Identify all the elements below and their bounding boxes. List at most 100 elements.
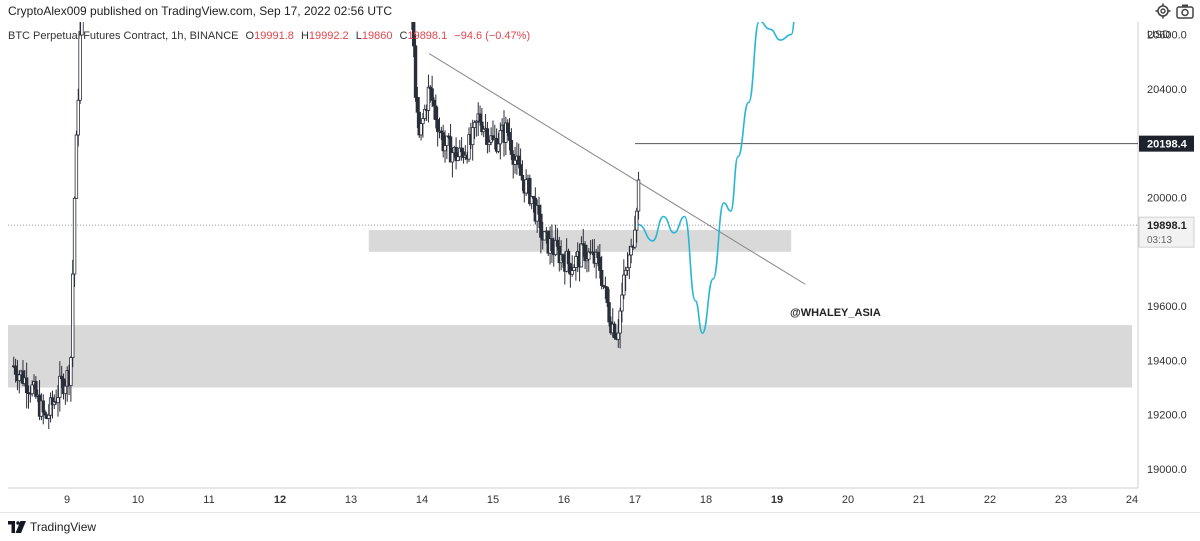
candle xyxy=(459,137,464,161)
level-badge-breakout-text: 20198.4 xyxy=(1147,139,1188,151)
price-change: −94.6 (−0.47%) xyxy=(454,30,531,42)
candle-body xyxy=(581,243,585,246)
candle xyxy=(513,146,517,174)
support-zone xyxy=(368,230,792,252)
candle xyxy=(480,107,484,136)
candle-body xyxy=(480,121,484,133)
candle-body xyxy=(539,213,543,238)
candle xyxy=(607,288,611,327)
candle-body xyxy=(478,113,482,123)
candle xyxy=(618,307,622,349)
candle xyxy=(59,365,64,388)
candle-body xyxy=(585,258,589,262)
candle xyxy=(635,207,639,243)
candle xyxy=(616,319,620,348)
time-tick-label: 22 xyxy=(984,494,996,506)
candle-body xyxy=(421,118,425,125)
candle xyxy=(504,116,508,156)
candle-body xyxy=(470,127,475,146)
level-badge-breakout-bg xyxy=(1139,135,1194,152)
candle xyxy=(620,282,624,323)
candle xyxy=(470,119,475,161)
candle xyxy=(43,409,47,419)
tradingview-brand[interactable]: TradingView xyxy=(30,520,97,534)
candle-body xyxy=(419,123,423,136)
candle xyxy=(509,128,514,161)
candle xyxy=(487,139,491,153)
candle-body xyxy=(505,122,510,133)
time-tick-label: 12 xyxy=(274,494,286,506)
candle-body xyxy=(568,263,573,275)
candle xyxy=(69,356,73,402)
candle xyxy=(24,362,29,409)
candle xyxy=(561,253,565,268)
candle-body xyxy=(74,134,79,199)
ohlc-close: C19898.1 xyxy=(399,30,448,42)
candle-body xyxy=(72,197,77,275)
tradingview-logo-icon[interactable] xyxy=(8,521,26,533)
candle xyxy=(566,248,571,274)
candle-body xyxy=(13,365,18,375)
candle-body xyxy=(603,285,608,288)
candle-body xyxy=(435,119,440,132)
candle-body xyxy=(48,397,53,416)
candle-body xyxy=(625,267,630,271)
candle-body xyxy=(574,256,578,268)
candle-body xyxy=(423,108,427,119)
ohlc-low: L19860 xyxy=(355,30,393,42)
candle-body xyxy=(537,205,541,215)
time-tick-label: 13 xyxy=(345,494,357,506)
candle xyxy=(448,123,453,163)
candle xyxy=(518,148,523,176)
candle-body xyxy=(413,45,418,98)
candle-body xyxy=(612,323,617,339)
candle xyxy=(445,135,449,160)
candle xyxy=(581,228,585,258)
candle xyxy=(612,321,617,340)
candle xyxy=(485,121,490,154)
candle xyxy=(63,379,68,405)
candle-body xyxy=(579,243,584,268)
gear-icon[interactable] xyxy=(1155,3,1171,19)
candle-body xyxy=(524,179,528,194)
candle xyxy=(456,152,460,162)
symbol-legend: BTC Perpetual Futures Contract, 1h, BINA… xyxy=(8,30,530,42)
candle-body xyxy=(511,154,515,165)
candle-body xyxy=(633,229,637,248)
candle xyxy=(423,104,427,122)
candle-body xyxy=(472,121,477,128)
time-tick-label: 19 xyxy=(771,494,783,506)
level-badge-breakout: 20198.4 xyxy=(1139,135,1194,152)
last-price-badge-bg xyxy=(1138,216,1195,248)
candle-body xyxy=(496,143,501,152)
candle-body xyxy=(426,86,431,111)
price-chart[interactable]: @WHALEY_ASIA USD22200.022000.021800.02160… xyxy=(0,0,1200,512)
candle xyxy=(72,196,77,287)
time-tick-label: 11 xyxy=(203,494,214,506)
candle xyxy=(415,86,420,129)
candle-body xyxy=(76,99,80,136)
candle xyxy=(71,259,75,368)
time-tick-label: 9 xyxy=(64,494,70,506)
candle xyxy=(80,22,84,36)
candle-body xyxy=(467,134,471,160)
candle xyxy=(467,127,471,163)
plot-area: @WHALEY_ASIA xyxy=(8,22,1138,430)
candle xyxy=(528,174,532,207)
candle-body xyxy=(78,34,82,101)
candle-body xyxy=(474,120,479,123)
candle-body xyxy=(599,270,604,286)
candle-body xyxy=(572,267,576,271)
candle xyxy=(458,140,462,161)
candle-body xyxy=(518,164,523,176)
candle-body xyxy=(553,239,558,256)
projection-path xyxy=(638,22,795,335)
candle xyxy=(583,241,587,270)
candle-body xyxy=(58,375,62,398)
candle xyxy=(34,376,38,399)
candle xyxy=(625,252,630,276)
candle xyxy=(511,150,515,179)
candle-body xyxy=(570,270,574,275)
camera-icon[interactable] xyxy=(1176,3,1194,19)
time-tick-label: 23 xyxy=(1055,494,1067,506)
